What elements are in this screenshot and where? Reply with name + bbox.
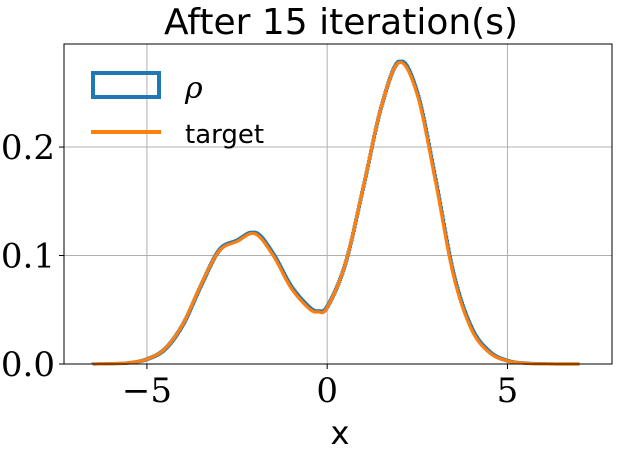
x-tick-label-1: 0 (316, 371, 338, 411)
y-tick-label-0: 0.0 (1, 345, 55, 385)
x-tick-label-2: 5 (497, 371, 519, 411)
x-axis-label: x (331, 414, 350, 449)
x-tick-label-0: −5 (122, 371, 172, 411)
series-target-line (91, 60, 581, 366)
legend: ρ target (91, 71, 264, 150)
series-rho-histogram (91, 59, 580, 366)
grid (64, 44, 612, 365)
plot-area (91, 59, 581, 366)
legend-label-rho: ρ (184, 71, 203, 106)
x-axis: −5 0 5 (122, 364, 518, 411)
chart-title: After 15 iteration(s) (164, 2, 518, 43)
legend-label-target: target (185, 120, 264, 150)
y-axis: 0.0 0.1 0.2 (1, 128, 64, 385)
legend-swatch-rho (91, 71, 161, 99)
y-tick-label-2: 0.2 (1, 128, 55, 168)
plot-frame (63, 43, 613, 365)
y-tick-label-1: 0.1 (1, 237, 55, 277)
